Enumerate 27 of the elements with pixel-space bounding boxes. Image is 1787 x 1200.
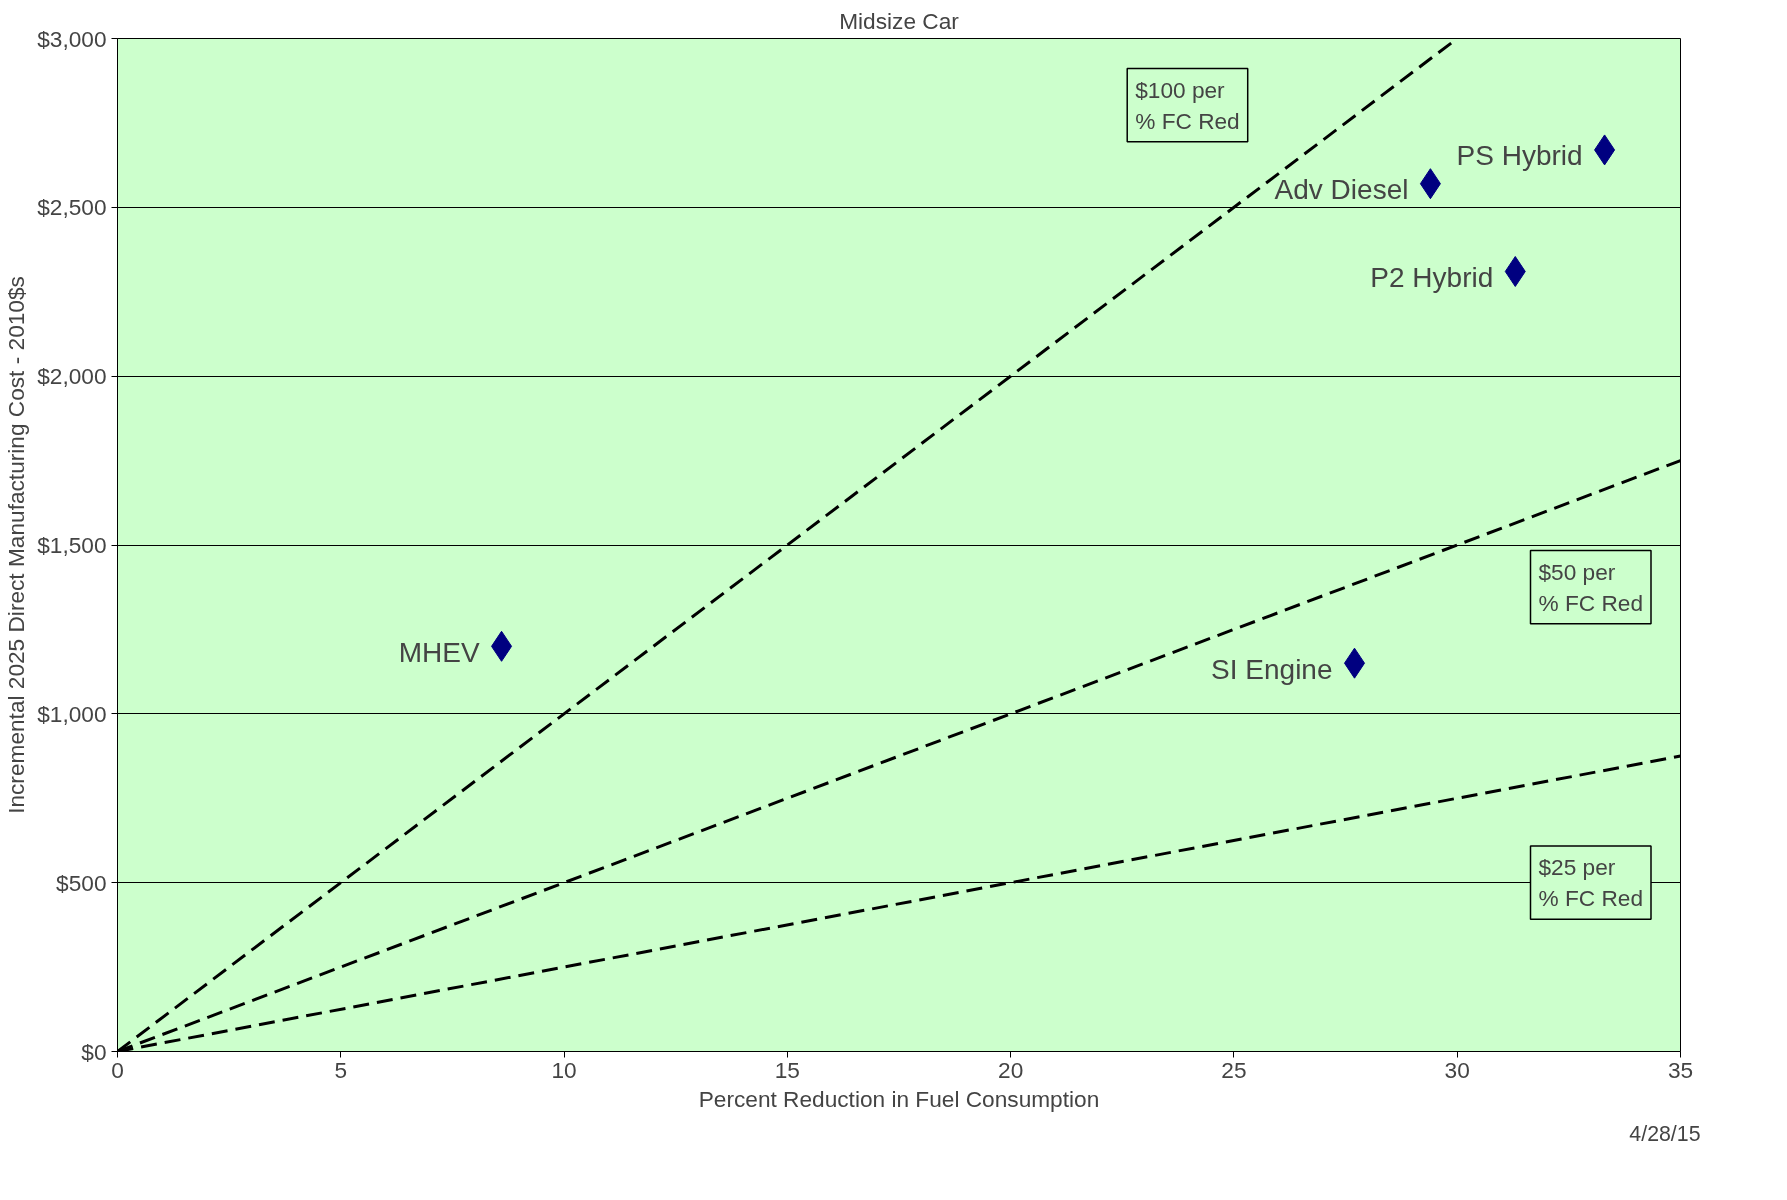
x-tick-label: 0: [111, 1056, 124, 1083]
y-tick-label: $1,000: [37, 700, 107, 727]
x-tick-label: 25: [1221, 1056, 1247, 1083]
series-label: $50 per % FC Red: [1538, 558, 1643, 616]
y-tick-label: $2,500: [37, 194, 107, 221]
text: 4/28/15: [1629, 1121, 1701, 1146]
annotation: SI Engine: [1211, 653, 1333, 685]
x-tick-label: 15: [774, 1056, 800, 1083]
annotation: PS Hybrid: [1456, 140, 1583, 172]
y-axis-title: Incremental 2025 Direct Manufacturing Cost - 2010$s: [3, 276, 30, 814]
annotation: Adv Diesel: [1274, 174, 1409, 206]
text: $100 per % FC Red: [1135, 76, 1240, 134]
x-tick-label: 10: [551, 1056, 577, 1083]
annotation: P2 Hybrid: [1370, 261, 1494, 293]
y-tick-label: $1,500: [37, 532, 107, 558]
x-tick-label: 35: [1667, 1056, 1694, 1083]
chart-title: Midsize Car: [839, 7, 960, 34]
y-tick-label: $500: [56, 869, 107, 896]
annotation: MHEV: [398, 636, 480, 668]
text: $25 per % FC Red: [1538, 854, 1643, 912]
y-tick-label: $3,000: [37, 25, 107, 52]
y-tick-label: $2,000: [37, 363, 107, 390]
x-tick-label: 5: [334, 1056, 348, 1083]
y-tick-label: $0: [81, 1038, 107, 1065]
x-axis-title: Percent Reduction in Fuel Consumption: [698, 1085, 1100, 1112]
x-tick-label: 30: [1444, 1056, 1470, 1083]
x-tick-label: 20: [998, 1056, 1024, 1083]
